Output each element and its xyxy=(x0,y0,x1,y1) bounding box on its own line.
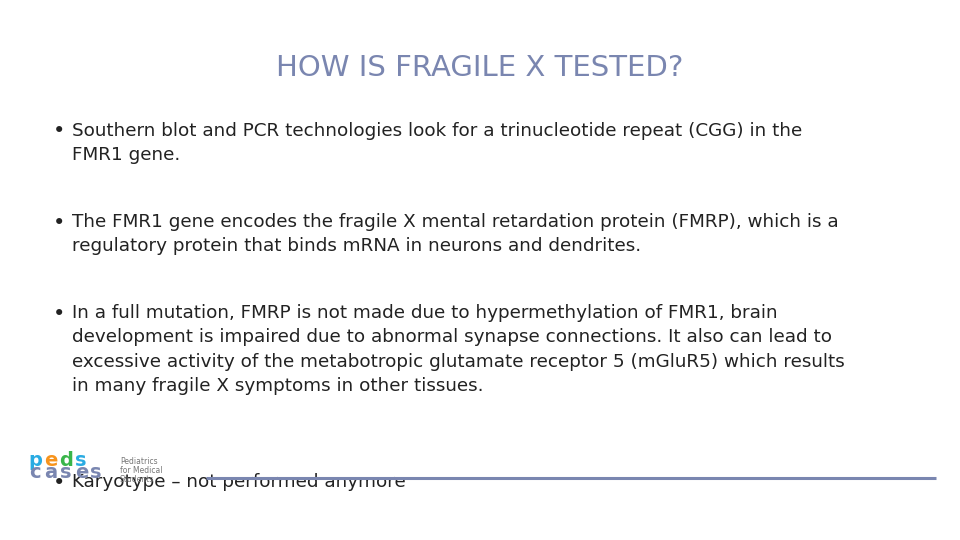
Text: •: • xyxy=(53,304,65,324)
Text: p: p xyxy=(29,451,42,470)
Text: The FMR1 gene encodes the fragile X mental retardation protein (FMRP), which is : The FMR1 gene encodes the fragile X ment… xyxy=(72,213,839,255)
Text: Karyotype – not performed anymore: Karyotype – not performed anymore xyxy=(72,473,406,491)
Text: for Medical: for Medical xyxy=(120,466,162,475)
Text: e: e xyxy=(44,451,58,470)
Text: •: • xyxy=(53,122,65,141)
Text: In a full mutation, FMRP is not made due to hypermethylation of FMR1, brain
deve: In a full mutation, FMRP is not made due… xyxy=(72,304,845,395)
Text: a: a xyxy=(44,463,58,482)
Text: Southern blot and PCR technologies look for a trinucleotide repeat (CGG) in the
: Southern blot and PCR technologies look … xyxy=(72,122,803,164)
Text: HOW IS FRAGILE X TESTED?: HOW IS FRAGILE X TESTED? xyxy=(276,54,684,82)
Text: •: • xyxy=(53,213,65,233)
Text: s: s xyxy=(75,451,86,470)
Text: s: s xyxy=(60,463,71,482)
Text: •: • xyxy=(53,473,65,493)
Text: d: d xyxy=(60,451,73,470)
Text: s: s xyxy=(90,463,102,482)
Text: Pediatrics: Pediatrics xyxy=(120,457,157,466)
Text: Students: Students xyxy=(120,475,155,484)
Text: e: e xyxy=(75,463,88,482)
Text: c: c xyxy=(29,463,40,482)
